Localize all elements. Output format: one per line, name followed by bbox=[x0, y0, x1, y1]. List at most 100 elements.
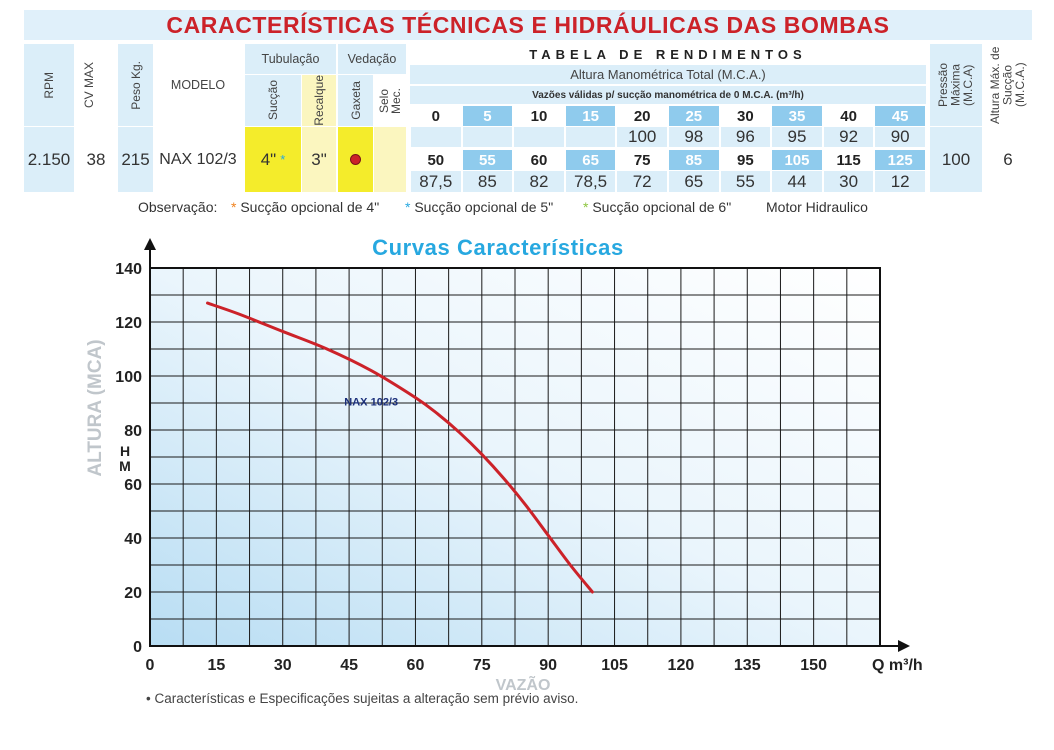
x-tick-label: 90 bbox=[539, 657, 557, 674]
header-modelo: MODELO bbox=[170, 78, 226, 92]
x-unit: Q m³/h bbox=[872, 657, 923, 674]
cell-recalque: 3" bbox=[302, 127, 336, 192]
x-axis-label: VAZÃO bbox=[496, 674, 551, 694]
flow-cell: 25 bbox=[669, 106, 719, 126]
x-tick-label: 15 bbox=[207, 657, 225, 674]
succao-value: 4" bbox=[260, 149, 277, 169]
series-label: NAX 102/3 bbox=[344, 397, 398, 409]
flow-cell: 30 bbox=[737, 107, 754, 125]
y-tick-label: 80 bbox=[124, 423, 142, 440]
flow-cell: 95 bbox=[737, 151, 754, 169]
header-altura-succao: Altura Máx. de Sucção (M.C.A.) bbox=[988, 46, 1027, 124]
flow-cell: 105 bbox=[772, 150, 822, 170]
header-pressao: Pressão Máxima (M.C.A) bbox=[930, 44, 982, 126]
cell-gaxeta bbox=[338, 127, 373, 192]
chart-axes: 0 15 30 45 60 75 90 105 120 135 150 0 20 40 60 80 100 120… bbox=[115, 238, 910, 674]
height-cell: 96 bbox=[720, 127, 771, 147]
flow-cell: 40 bbox=[840, 107, 857, 125]
obs-label: Observação: bbox=[138, 199, 218, 215]
header-succao: Sucção bbox=[245, 75, 301, 126]
performance-chart: Curvas Características 0 15 30 45 60 75 90 105 1… bbox=[85, 235, 923, 694]
table-title: CARACTERÍSTICAS TÉCNICAS E HIDRÁULICAS D… bbox=[24, 10, 1032, 40]
flow-cell: 50 bbox=[427, 151, 445, 169]
header-altura-total: Altura Manométrica Total (M.C.A.) bbox=[410, 65, 926, 84]
y-unit-h: H bbox=[120, 443, 130, 459]
header-tabela-rendimentos: TABELA DE RENDIMENTOS bbox=[529, 46, 807, 62]
height-cell: 30 bbox=[823, 171, 874, 192]
flow-cell: 45 bbox=[875, 106, 925, 126]
obs-mark-5-icon: * bbox=[405, 199, 411, 215]
cell-modelo: NAX 102/3 bbox=[159, 150, 237, 168]
cell-rpm: 2.150 bbox=[24, 127, 74, 192]
height-cell: 85 bbox=[462, 171, 513, 192]
flow-cell: 60 bbox=[530, 151, 548, 169]
x-axis-arrow-icon bbox=[898, 640, 910, 652]
flow-cell: 20 bbox=[633, 107, 651, 125]
x-tick-label: 135 bbox=[734, 657, 761, 674]
height-cell: 82 bbox=[514, 171, 564, 192]
height-cell bbox=[411, 127, 461, 147]
height-cell bbox=[565, 127, 616, 147]
y-tick-label: 0 bbox=[133, 639, 142, 656]
height-cell: 12 bbox=[875, 171, 925, 192]
y-tick-label: 60 bbox=[124, 477, 142, 494]
y-axis-arrow-icon bbox=[144, 238, 156, 250]
obs-mark-4-icon: * bbox=[231, 199, 237, 215]
chart-series: NAX 102/3 bbox=[206, 301, 594, 594]
x-tick-label: 150 bbox=[800, 657, 827, 674]
obs-item-5: * Sucção opcional de 5" bbox=[405, 199, 554, 215]
height-cell bbox=[514, 127, 564, 147]
header-rpm: RPM bbox=[24, 44, 74, 126]
x-tick-label: 60 bbox=[407, 657, 425, 674]
x-tick-label: 30 bbox=[274, 657, 292, 674]
height-cell: 98 bbox=[669, 127, 719, 147]
header-selo-mec: Selo Mec. bbox=[377, 87, 403, 114]
height-cell: 65 bbox=[669, 171, 719, 192]
y-unit-m: M bbox=[119, 458, 131, 474]
height-cell: 100 bbox=[617, 127, 667, 147]
x-tick-label: 45 bbox=[340, 657, 358, 674]
height-cell: 78,5 bbox=[565, 171, 616, 192]
height-cell: 90 bbox=[875, 127, 925, 147]
y-tick-label: 120 bbox=[115, 315, 142, 332]
y-tick-label: 20 bbox=[124, 585, 142, 602]
flow-cell: 75 bbox=[633, 151, 651, 169]
cell-altura-succao: 6 bbox=[1003, 149, 1013, 169]
height-cell: 44 bbox=[772, 171, 822, 192]
gaxeta-dot-icon bbox=[351, 155, 360, 164]
header-cv-max: CV MAX bbox=[82, 61, 96, 108]
cell-pressao: 100 bbox=[930, 127, 982, 192]
cell-selo bbox=[374, 127, 406, 192]
flow-cell: 55 bbox=[462, 150, 513, 170]
y-tick-label: 140 bbox=[115, 261, 142, 278]
header-vazoes: Vazões válidas p/ sucção manométrica de … bbox=[410, 86, 926, 104]
height-cell: 95 bbox=[772, 127, 822, 147]
height-cell: 72 bbox=[617, 171, 667, 192]
flow-cell: 15 bbox=[565, 106, 616, 126]
x-tick-label: 0 bbox=[146, 657, 155, 674]
height-cell: 87,5 bbox=[411, 171, 461, 192]
header-vedacao: Vedação bbox=[338, 44, 406, 74]
x-tick-label: 105 bbox=[601, 657, 628, 674]
succao-5-mark-icon: * bbox=[280, 152, 286, 167]
footnote: • Características e Especificações sujei… bbox=[146, 691, 579, 706]
height-cell bbox=[462, 127, 513, 147]
obs-item-6: * Sucção opcional de 6" bbox=[583, 199, 732, 215]
flow-cell: 0 bbox=[431, 107, 440, 125]
obs-motor: Motor Hidraulico bbox=[766, 199, 868, 215]
x-tick-label: 120 bbox=[668, 657, 695, 674]
obs-mark-6-icon: * bbox=[583, 199, 589, 215]
flow-cell: 115 bbox=[836, 151, 861, 169]
cell-peso: 215 bbox=[118, 127, 153, 192]
cell-succao: 4" * bbox=[245, 127, 301, 192]
header-recalque: Recalque bbox=[302, 75, 336, 126]
y-tick-label: 100 bbox=[115, 369, 142, 386]
flow-cell: 85 bbox=[669, 150, 719, 170]
chart-grid bbox=[149, 267, 881, 647]
header-gaxeta: Gaxeta bbox=[338, 75, 373, 126]
flow-cell: 5 bbox=[462, 106, 513, 126]
flow-cell: 35 bbox=[772, 106, 822, 126]
flow-cell: 125 bbox=[875, 150, 925, 170]
height-cell: 55 bbox=[720, 171, 771, 192]
header-tubulacao: Tubulação bbox=[245, 44, 336, 74]
